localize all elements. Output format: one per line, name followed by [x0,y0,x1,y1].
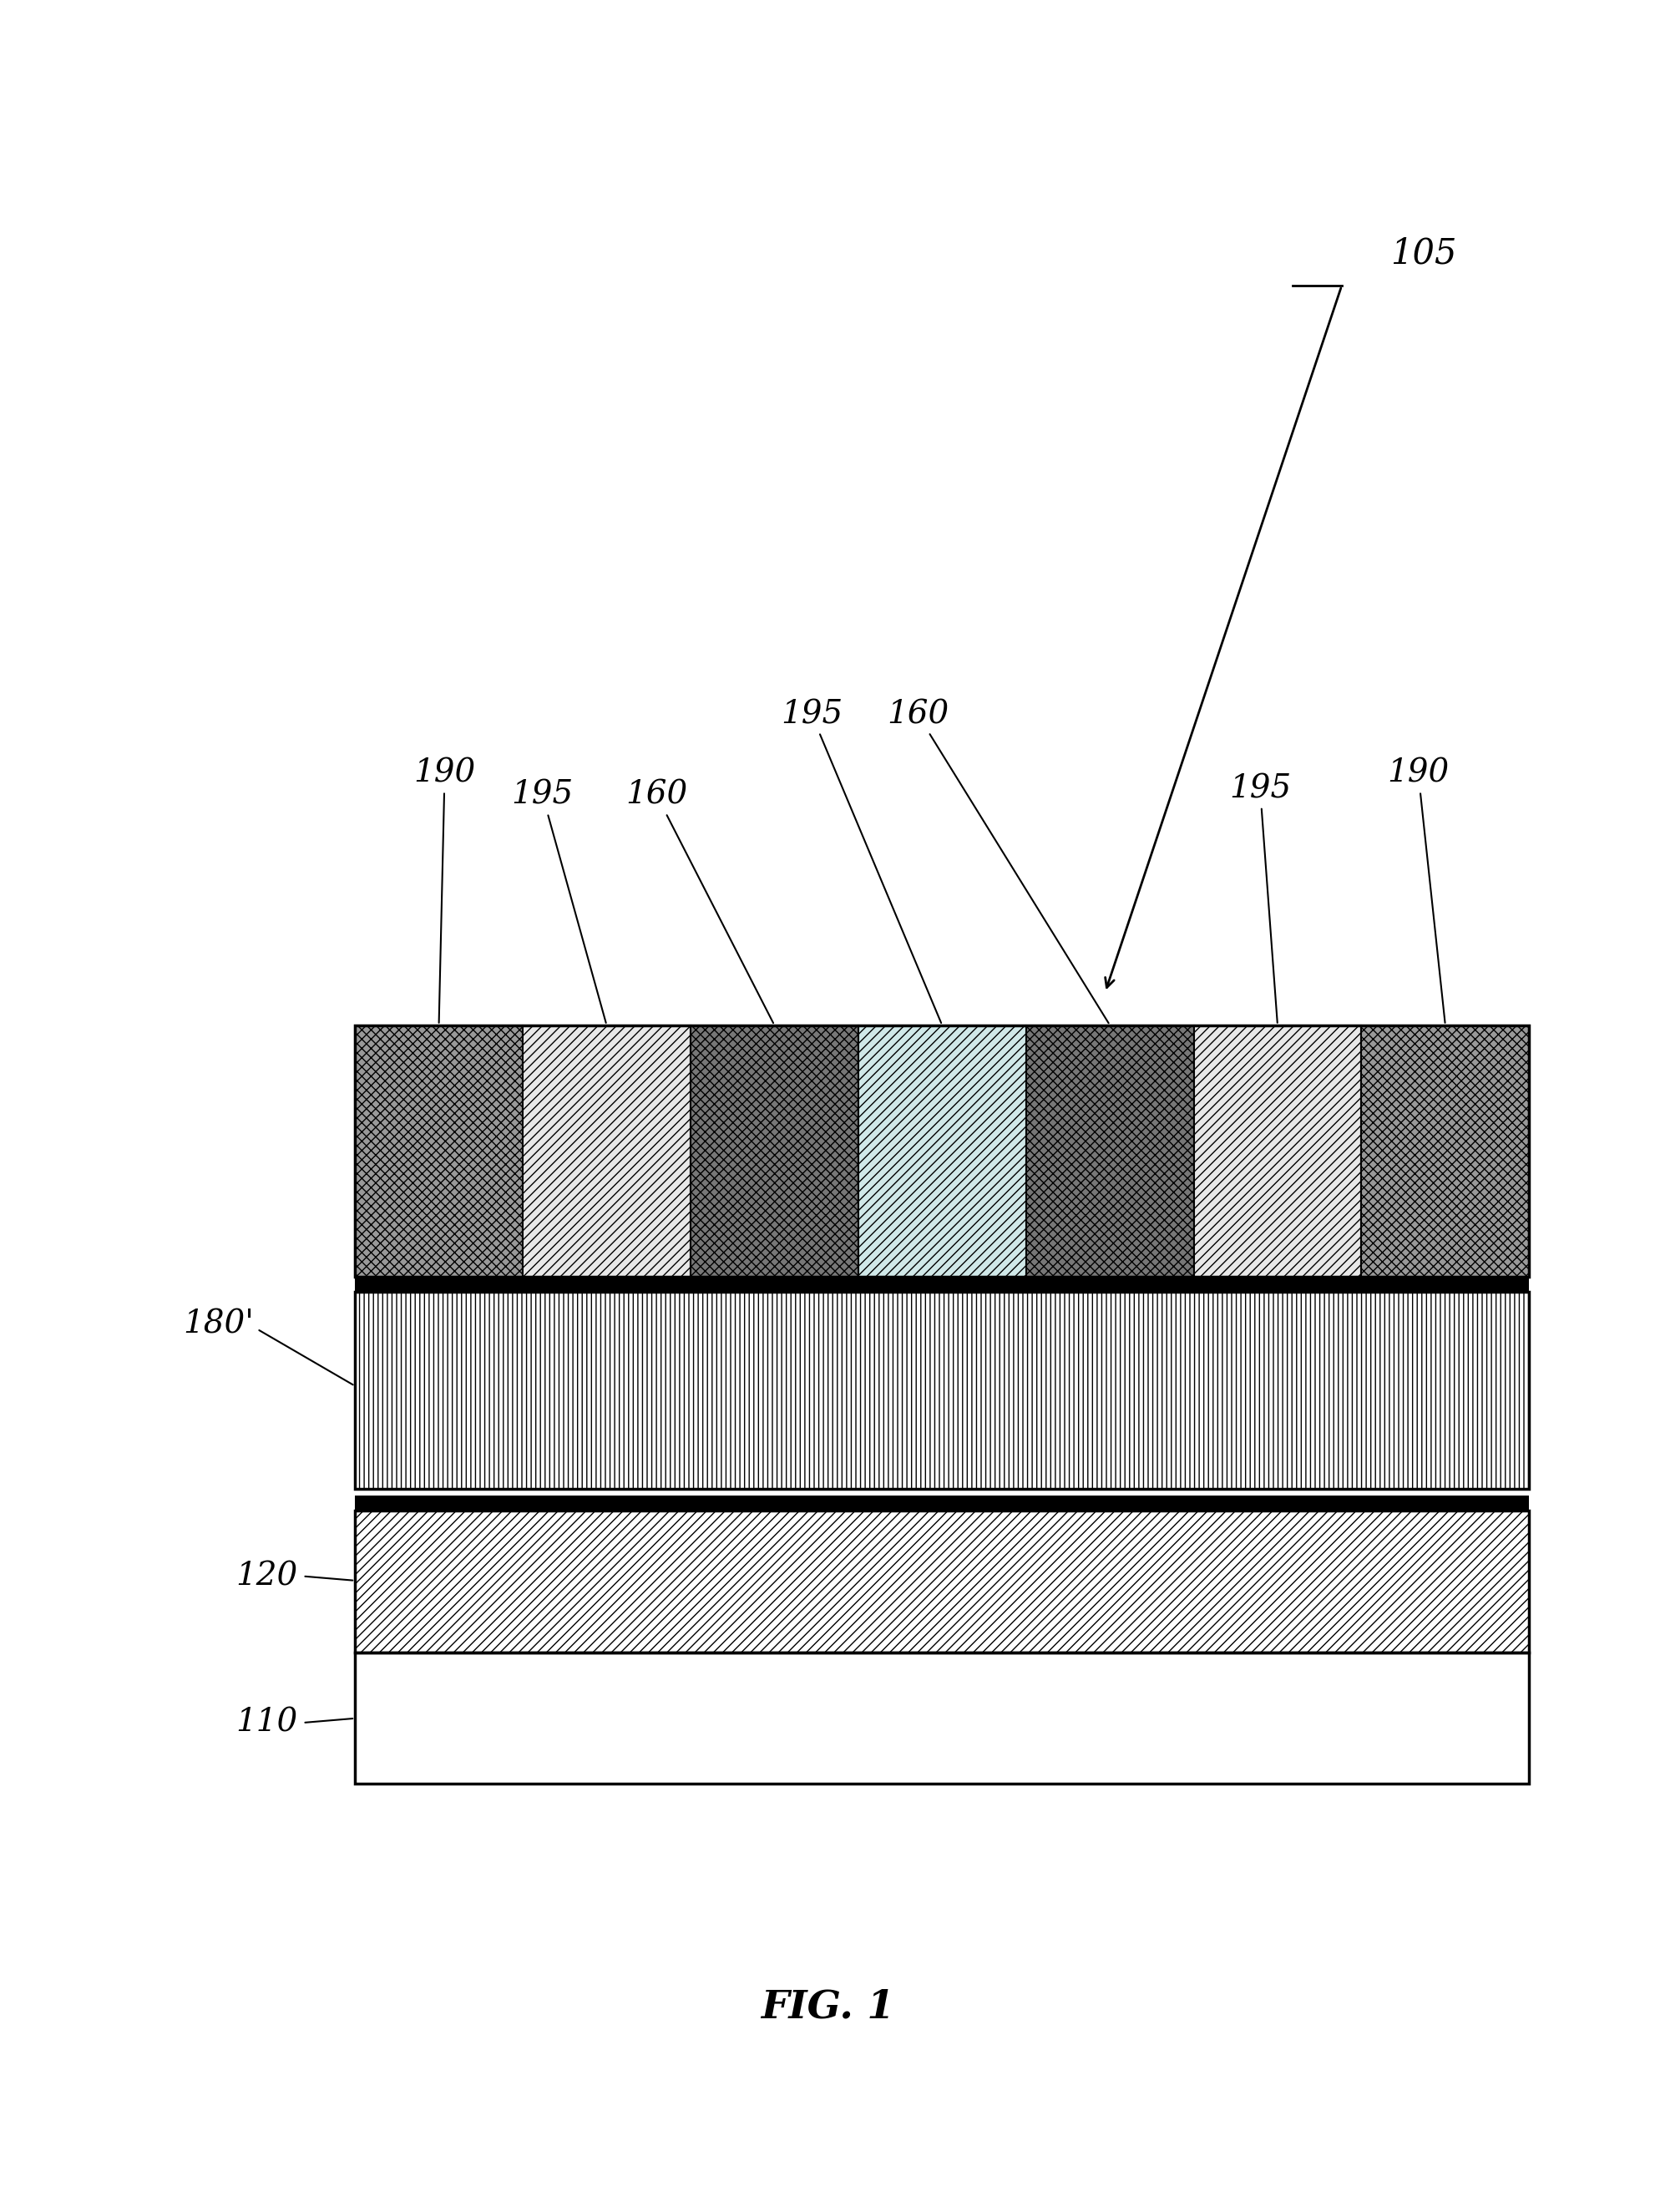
Bar [354,1652,1528,1783]
Bar [354,1292,1528,1489]
Text: 195: 195 [780,699,940,1022]
Bar [1026,1024,1193,1276]
Bar [354,1024,523,1276]
Text: 120: 120 [235,1562,298,1593]
Text: 195: 195 [1228,774,1291,1022]
Bar [354,1276,1528,1292]
Bar [857,1024,1026,1276]
Bar [523,1024,690,1276]
Bar [354,1292,1528,1489]
Bar [354,1511,1528,1652]
Text: 180': 180' [182,1310,253,1340]
Text: 110: 110 [235,1708,298,1739]
Bar [1193,1024,1360,1276]
Text: 105: 105 [1390,234,1456,270]
Text: 160: 160 [885,699,1109,1024]
Bar [354,1495,1528,1511]
Bar [354,1511,1528,1652]
Bar [354,1652,1528,1783]
Text: FIG. 1: FIG. 1 [761,1989,894,2026]
Text: 160: 160 [626,781,773,1022]
Bar [1360,1024,1528,1276]
Text: 190: 190 [414,759,475,1022]
Text: 195: 195 [511,781,606,1022]
Bar [690,1024,857,1276]
Text: 190: 190 [1387,759,1448,1022]
Bar [354,1024,1528,1276]
